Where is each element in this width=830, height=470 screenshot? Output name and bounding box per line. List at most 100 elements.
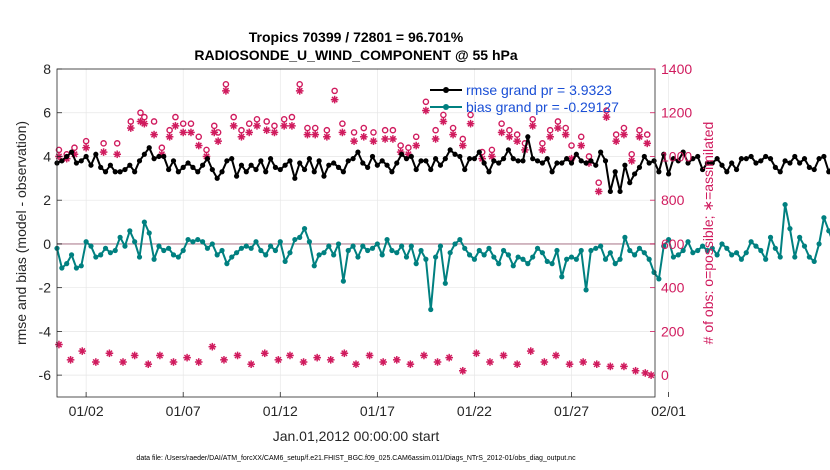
obs-possible-marker [158,144,166,152]
rmse-point [403,156,410,162]
rmse-point [699,166,706,173]
obs-assimilated-low-marker [313,353,321,362]
rmse-point [180,164,186,170]
obs-assimilated-low-marker [119,358,127,366]
rmse-point [457,153,463,160]
obs-possible-marker [271,122,278,130]
rmse-point [107,162,113,168]
bias-point [622,234,628,240]
rmse-point [151,156,157,162]
star-stroke [323,133,331,140]
obs-assimilated-low-marker [78,347,87,355]
rmse-point [632,171,638,177]
obs-possible-marker [381,126,389,134]
bias-point [146,230,152,236]
obs-assimilated-low-marker [260,349,269,358]
obs-assimilated-low-marker [194,358,203,366]
rmse-point [292,175,298,181]
legend-bias-marker [443,104,449,110]
bias-point [229,254,235,260]
bias-point [263,252,269,258]
bias-point [190,239,196,245]
rmse-point [282,162,288,168]
obs-possible-marker [620,124,628,132]
obs-possible-marker [55,146,63,154]
bias-point [641,250,647,256]
star-stroke [339,129,346,136]
star-stroke [67,356,74,364]
bias-point [481,252,487,258]
legend-rmse-marker [443,87,449,93]
star-stroke [467,120,474,127]
rmse-point [777,169,783,175]
rmse-point [219,169,225,175]
bias-point [714,252,720,258]
bias-point [476,247,482,254]
obs-possible-marker [585,153,593,160]
rmse-point [578,158,584,164]
rmse-point [607,188,613,195]
bias-point [340,278,346,284]
bias-series [54,201,830,313]
rmse-point [452,151,458,157]
rmse-point [136,158,143,164]
star-stroke [529,122,536,130]
rmse-point [365,164,371,170]
bias-point [68,252,75,258]
rmse-point [233,173,240,179]
bias-point [733,250,740,256]
rmse-point [496,160,502,166]
bias-point [801,243,808,249]
x-tick-label: 01/27 [554,403,589,419]
rmse-point [510,156,516,162]
bias-point [287,250,293,256]
obs-assimilated-marker [222,87,230,95]
rmse-point [301,166,308,173]
obs-assimilated-low-marker [526,347,535,355]
rmse-point [64,153,70,160]
bias-point [806,254,812,260]
rmse-point [418,158,424,164]
star-stroke [300,358,307,366]
bias-point [195,236,201,243]
obs-assimilated-marker [381,135,389,143]
obs-possible-marker [506,126,513,134]
rmse-point [811,166,817,173]
bias-point [331,252,337,258]
rmse-point [670,156,677,162]
bias-point [122,243,128,249]
obs-assimilated-marker [311,130,320,139]
bias-point [670,254,677,260]
obs-assimilated-marker [466,119,475,128]
rmse-point [636,164,643,170]
star-stroke [632,367,639,374]
rmse-point [59,158,65,164]
rmse-point [399,151,405,157]
x-tick-label: 01/07 [166,403,201,419]
bias-point [93,254,99,260]
star-stroke [119,358,127,366]
bias-point [311,263,317,269]
obs-possible-marker [222,81,230,88]
rmse-point [88,162,94,168]
bias-point [699,243,706,249]
star-stroke [145,361,152,368]
obs-possible-marker [529,115,536,123]
star-stroke [562,131,569,138]
obs-assimilated-marker [350,137,358,145]
bias-point [151,256,157,262]
rmse-point [588,158,594,164]
obs-assimilated-low-marker [379,358,387,366]
rmse-point [617,188,623,195]
obs-possible-marker [546,126,554,134]
obs-assimilated-marker [577,141,586,150]
obs-possible-marker [405,144,412,152]
obs-possible-marker [253,115,261,123]
bias-point [369,245,376,251]
obs-assimilated-marker [528,122,537,130]
star-stroke [271,129,278,136]
rmse-point [195,169,201,175]
obs-assimilated-marker [179,128,188,137]
bias-point [238,245,245,251]
bias-point [282,258,288,265]
